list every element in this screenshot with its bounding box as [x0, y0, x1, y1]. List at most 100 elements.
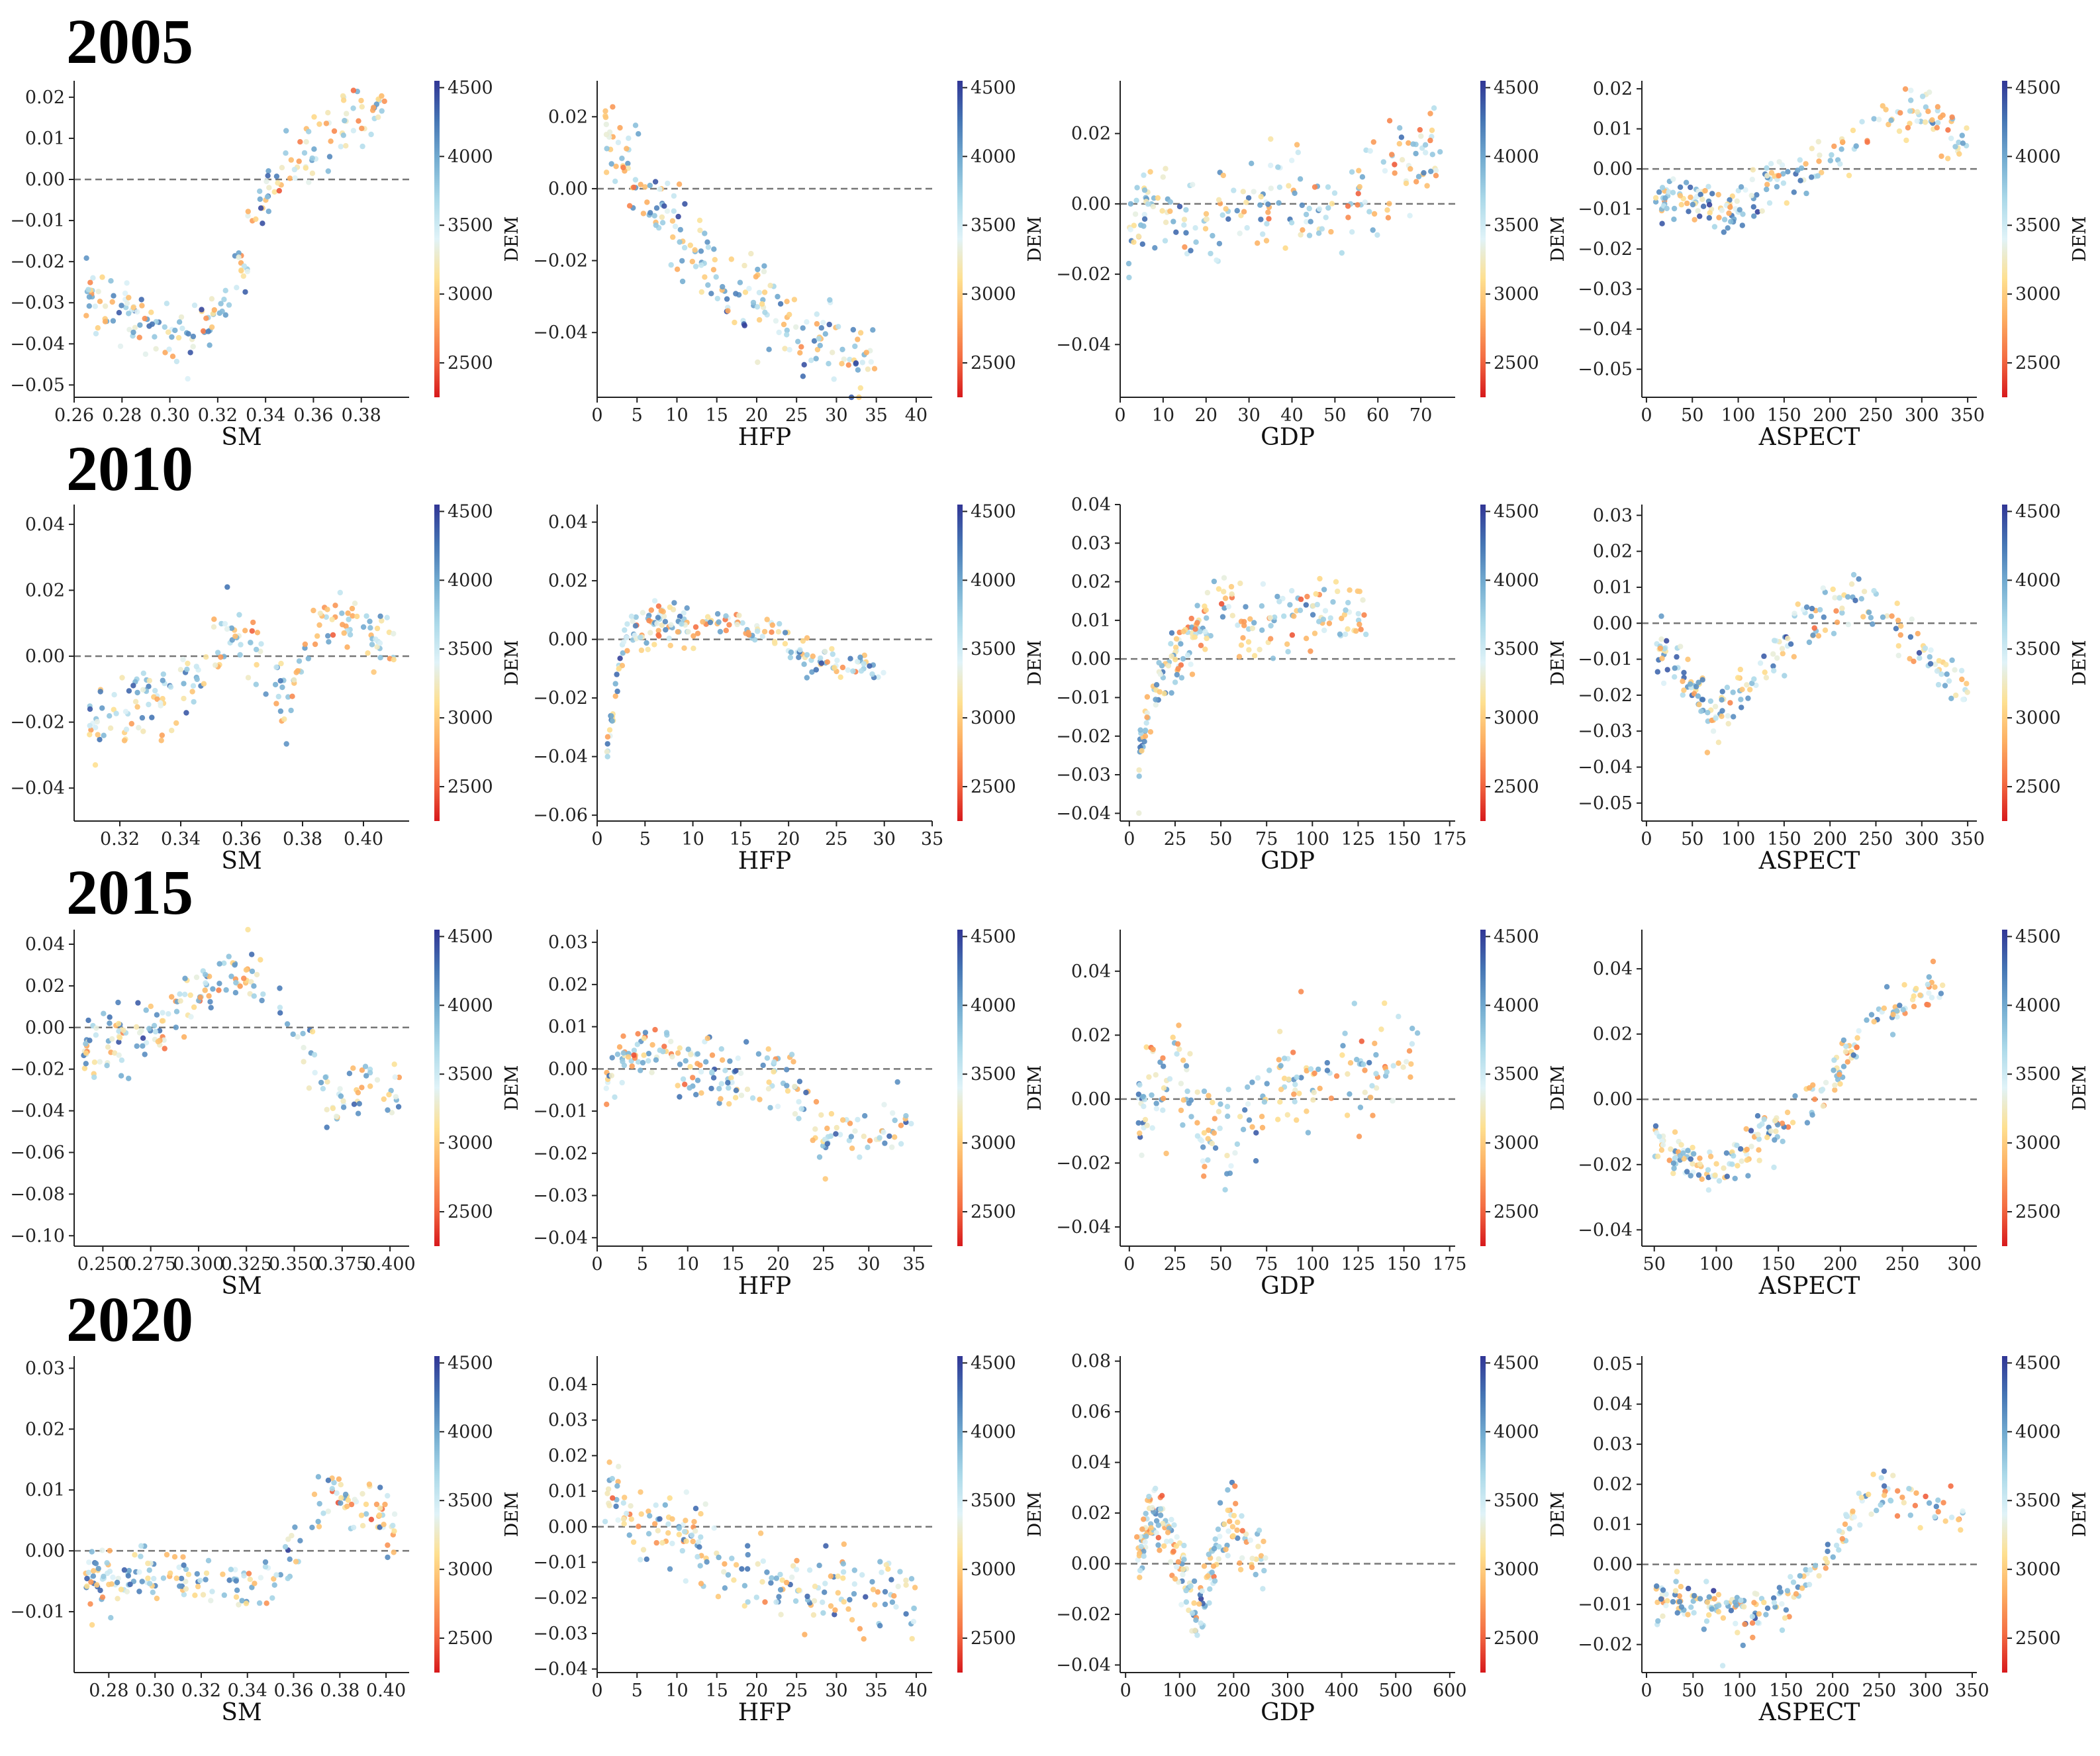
- data-point: [1335, 588, 1341, 595]
- data-point: [1351, 1000, 1357, 1006]
- data-point: [1780, 1138, 1786, 1145]
- x-tick-label: 35: [902, 1254, 925, 1275]
- data-point: [754, 628, 761, 634]
- data-point: [1297, 176, 1304, 182]
- data-point: [124, 1588, 130, 1594]
- data-point: [191, 302, 198, 309]
- data-point: [669, 1053, 675, 1060]
- data-point: [151, 1575, 157, 1582]
- y-tick-label: −0.04: [1056, 1655, 1111, 1676]
- data-point: [847, 356, 853, 363]
- data-point: [1357, 621, 1362, 628]
- data-point: [233, 1578, 239, 1584]
- data-point: [363, 1511, 369, 1517]
- data-point: [1421, 170, 1427, 176]
- data-point: [325, 633, 331, 639]
- data-point: [768, 1580, 774, 1586]
- data-point: [1750, 1634, 1756, 1641]
- colorbar-gradient: [957, 1356, 963, 1673]
- data-point: [254, 661, 260, 668]
- data-point: [297, 1537, 303, 1543]
- data-point: [865, 366, 871, 372]
- data-point: [771, 638, 778, 645]
- data-point: [345, 610, 351, 616]
- x-tick-label: 100: [1699, 1254, 1734, 1275]
- y-tick-label: 0.03: [548, 932, 588, 953]
- data-point: [638, 1067, 644, 1073]
- colorbar-gradient: [957, 930, 963, 1246]
- data-point: [158, 738, 164, 744]
- colorbar-tick-label: 3000: [1494, 1559, 1539, 1580]
- data-point: [636, 1524, 642, 1530]
- data-point: [721, 1569, 727, 1575]
- data-point: [631, 1052, 637, 1058]
- data-point: [340, 622, 346, 628]
- data-point: [219, 309, 225, 315]
- data-point: [839, 346, 845, 352]
- data-point: [668, 262, 674, 268]
- data-point: [1198, 1620, 1204, 1626]
- data-point: [710, 1075, 717, 1081]
- data-point: [1743, 1126, 1749, 1132]
- data-point: [855, 1116, 861, 1123]
- data-point: [766, 346, 772, 352]
- data-point: [181, 695, 187, 702]
- data-point: [1697, 1596, 1703, 1602]
- data-point: [291, 166, 298, 173]
- data-point: [1919, 93, 1926, 99]
- data-point: [1893, 626, 1899, 632]
- data-point: [1284, 641, 1290, 647]
- data-point: [197, 1577, 203, 1584]
- data-point: [1433, 173, 1439, 179]
- data-point: [1747, 687, 1753, 693]
- colorbar-tick-label: 4500: [971, 1353, 1016, 1373]
- data-point: [1331, 190, 1338, 196]
- data-point: [90, 1573, 97, 1579]
- data-point: [1180, 656, 1186, 662]
- data-point: [1168, 1559, 1174, 1565]
- data-point: [1742, 1621, 1748, 1628]
- data-point: [1945, 127, 1951, 133]
- data-point: [1181, 1557, 1187, 1563]
- data-point: [1713, 1161, 1719, 1167]
- data-point: [775, 1103, 781, 1110]
- data-point: [1655, 1618, 1661, 1624]
- data-point: [700, 618, 706, 625]
- data-point: [1362, 1089, 1368, 1096]
- data-point: [1837, 595, 1842, 601]
- data-point: [1671, 1165, 1677, 1171]
- data-point: [1135, 1557, 1141, 1563]
- data-point: [1291, 1091, 1297, 1097]
- y-tick-label: 0.00: [1071, 1089, 1111, 1110]
- data-point: [202, 987, 208, 993]
- data-point: [1144, 710, 1150, 716]
- data-point: [323, 614, 329, 620]
- data-point: [773, 318, 779, 324]
- data-point: [619, 663, 626, 669]
- data-point: [679, 621, 685, 627]
- data-point: [1243, 604, 1249, 610]
- data-point: [391, 1549, 397, 1555]
- data-point: [1385, 215, 1392, 220]
- x-tick-label: 0.300: [173, 1254, 224, 1275]
- data-point: [1384, 1069, 1390, 1075]
- data-point: [1202, 1163, 1208, 1170]
- data-point: [1711, 224, 1718, 230]
- data-point: [350, 87, 357, 93]
- data-point: [785, 1088, 791, 1094]
- data-point: [107, 1014, 113, 1020]
- data-point: [798, 344, 804, 350]
- data-point: [1240, 189, 1247, 195]
- data-point: [379, 618, 385, 624]
- data-point: [1187, 1051, 1193, 1057]
- data-point: [1202, 226, 1209, 232]
- data-point: [1725, 720, 1731, 727]
- colorbar-tick-label: 2500: [1494, 1628, 1539, 1649]
- data-point: [311, 114, 317, 120]
- data-point: [889, 1599, 896, 1605]
- data-point: [716, 1554, 722, 1561]
- colorbar-tick-label: 2500: [2015, 1202, 2061, 1222]
- data-point: [835, 1573, 841, 1579]
